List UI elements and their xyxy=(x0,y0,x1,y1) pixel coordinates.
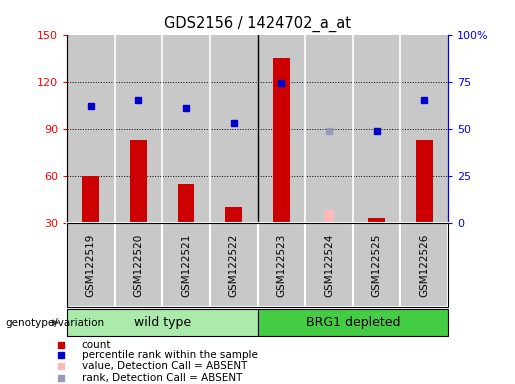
Bar xyxy=(226,207,242,223)
Text: GDS2156 / 1424702_a_at: GDS2156 / 1424702_a_at xyxy=(164,15,351,31)
Text: GSM122525: GSM122525 xyxy=(372,233,382,297)
FancyBboxPatch shape xyxy=(258,223,305,307)
Text: rank, Detection Call = ABSENT: rank, Detection Call = ABSENT xyxy=(82,372,242,382)
Text: GSM122522: GSM122522 xyxy=(229,233,238,297)
Bar xyxy=(130,140,147,223)
Text: GSM122519: GSM122519 xyxy=(86,233,96,297)
Text: count: count xyxy=(82,340,111,350)
Bar xyxy=(368,218,385,223)
FancyBboxPatch shape xyxy=(114,223,162,307)
Text: GSM122524: GSM122524 xyxy=(324,233,334,297)
Bar xyxy=(416,140,433,223)
Text: BRG1 depleted: BRG1 depleted xyxy=(305,316,400,329)
Text: value, Detection Call = ABSENT: value, Detection Call = ABSENT xyxy=(82,361,247,371)
Bar xyxy=(178,184,194,223)
FancyBboxPatch shape xyxy=(67,223,114,307)
Bar xyxy=(67,309,258,336)
Bar xyxy=(324,210,334,223)
Bar xyxy=(82,176,99,223)
FancyBboxPatch shape xyxy=(210,223,258,307)
Text: GSM122521: GSM122521 xyxy=(181,233,191,297)
Text: GSM122526: GSM122526 xyxy=(419,233,429,297)
Text: wild type: wild type xyxy=(134,316,191,329)
Text: GSM122523: GSM122523 xyxy=(277,233,286,297)
FancyBboxPatch shape xyxy=(305,223,353,307)
Text: genotype/variation: genotype/variation xyxy=(5,318,104,328)
FancyBboxPatch shape xyxy=(353,223,401,307)
Text: GSM122520: GSM122520 xyxy=(133,233,143,296)
FancyBboxPatch shape xyxy=(162,223,210,307)
Bar xyxy=(258,309,448,336)
Text: percentile rank within the sample: percentile rank within the sample xyxy=(82,351,258,361)
FancyBboxPatch shape xyxy=(401,223,448,307)
Bar xyxy=(273,58,289,223)
